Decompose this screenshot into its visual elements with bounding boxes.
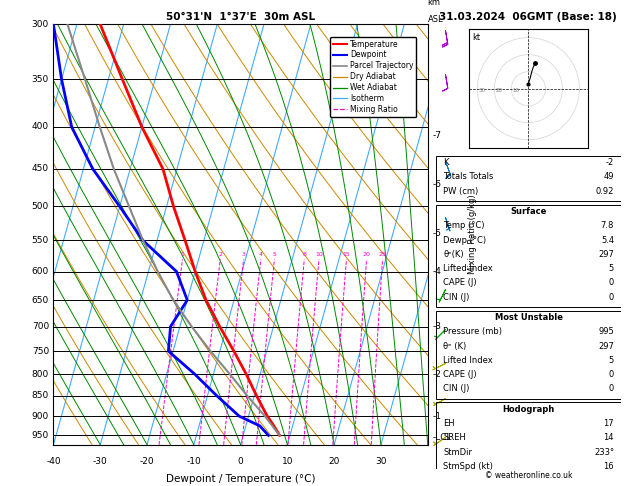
Text: 0: 0 [609,384,614,393]
Text: 233°: 233° [594,448,614,457]
Text: 900: 900 [31,412,49,421]
Text: Dewp (°C): Dewp (°C) [443,236,486,244]
Text: CIN (J): CIN (J) [443,384,470,393]
Text: 49: 49 [604,173,614,181]
Text: Hodograph: Hodograph [503,405,555,414]
Text: 25: 25 [379,252,386,257]
Text: StmSpd (kt): StmSpd (kt) [443,462,493,471]
Legend: Temperature, Dewpoint, Parcel Trajectory, Dry Adiabat, Wet Adiabat, Isotherm, Mi: Temperature, Dewpoint, Parcel Trajectory… [330,36,416,117]
Text: -6: -6 [432,180,441,189]
Text: 10: 10 [512,88,519,93]
Text: 750: 750 [31,347,49,356]
Text: SREH: SREH [443,434,466,442]
Text: 20: 20 [495,88,502,93]
Bar [436,311,621,399]
Text: 350: 350 [31,75,49,84]
Text: 20: 20 [363,252,370,257]
Text: 0.92: 0.92 [596,187,614,196]
Text: StmDir: StmDir [443,448,472,457]
Text: EH: EH [443,419,455,428]
Text: 450: 450 [32,164,49,174]
Text: 50°31'N  1°37'E  30m ASL: 50°31'N 1°37'E 30m ASL [166,12,315,22]
Text: 400: 400 [32,122,49,131]
Text: 5: 5 [272,252,276,257]
Text: Mixing Ratio (g/kg): Mixing Ratio (g/kg) [468,195,477,274]
Text: 550: 550 [31,236,49,245]
Text: -1: -1 [432,412,441,421]
Text: 500: 500 [31,202,49,211]
Text: 10: 10 [315,252,323,257]
Text: 8: 8 [303,252,306,257]
Text: -3: -3 [432,322,441,331]
Bar [436,156,621,201]
Text: Lifted Index: Lifted Index [443,356,493,365]
Text: 297: 297 [598,342,614,351]
Text: 0: 0 [238,457,243,466]
Text: 31.03.2024  06GMT (Base: 18): 31.03.2024 06GMT (Base: 18) [440,12,617,22]
Text: CAPE (J): CAPE (J) [443,370,477,379]
Text: -20: -20 [140,457,154,466]
Text: -10: -10 [186,457,201,466]
Text: 10: 10 [282,457,293,466]
Text: 30: 30 [375,457,387,466]
Text: 700: 700 [31,322,49,331]
Text: 16: 16 [603,462,614,471]
Text: 0: 0 [609,370,614,379]
Text: -4: -4 [432,267,441,276]
Text: 0: 0 [609,293,614,302]
Text: © weatheronline.co.uk: © weatheronline.co.uk [484,471,572,480]
Text: 14: 14 [604,434,614,442]
Text: kt: kt [472,33,481,42]
Text: 600: 600 [31,267,49,276]
Text: Surface: Surface [511,207,547,216]
Text: Dewpoint / Temperature (°C): Dewpoint / Temperature (°C) [166,474,315,484]
Text: 3: 3 [242,252,245,257]
Bar [436,205,621,308]
Text: 7.8: 7.8 [601,222,614,230]
Text: 4: 4 [259,252,263,257]
Text: 15: 15 [343,252,350,257]
Text: 20: 20 [328,457,340,466]
Text: 5: 5 [609,356,614,365]
Text: 5: 5 [609,264,614,273]
Text: Pressure (mb): Pressure (mb) [443,328,503,336]
Text: 800: 800 [31,370,49,379]
Text: 297: 297 [598,250,614,259]
Text: 1: 1 [181,252,184,257]
Text: 17: 17 [603,419,614,428]
Text: -2: -2 [606,158,614,167]
Text: 5.4: 5.4 [601,236,614,244]
Text: 995: 995 [598,328,614,336]
Text: CAPE (J): CAPE (J) [443,278,477,287]
Text: θᵉ(K): θᵉ(K) [443,250,464,259]
Text: Totals Totals: Totals Totals [443,173,494,181]
Text: 950: 950 [31,431,49,440]
Text: Temp (°C): Temp (°C) [443,222,485,230]
Text: -30: -30 [93,457,108,466]
Text: K: K [443,158,449,167]
Text: 0: 0 [609,278,614,287]
Text: 2: 2 [218,252,222,257]
Text: 850: 850 [31,391,49,400]
Text: 30: 30 [478,88,485,93]
Text: θᵉ (K): θᵉ (K) [443,342,467,351]
Text: -2: -2 [432,370,441,379]
Text: -7: -7 [432,131,441,140]
Text: Most Unstable: Most Unstable [494,313,563,322]
Text: Lifted Index: Lifted Index [443,264,493,273]
Text: CIN (J): CIN (J) [443,293,470,302]
Text: 300: 300 [31,20,49,29]
Text: -40: -40 [46,457,61,466]
Text: PW (cm): PW (cm) [443,187,479,196]
Text: 650: 650 [31,295,49,305]
Text: km: km [428,0,441,7]
Text: -LCL: -LCL [432,433,452,442]
Text: ASL: ASL [428,15,443,24]
Bar [436,402,621,477]
Text: -5: -5 [432,229,441,239]
